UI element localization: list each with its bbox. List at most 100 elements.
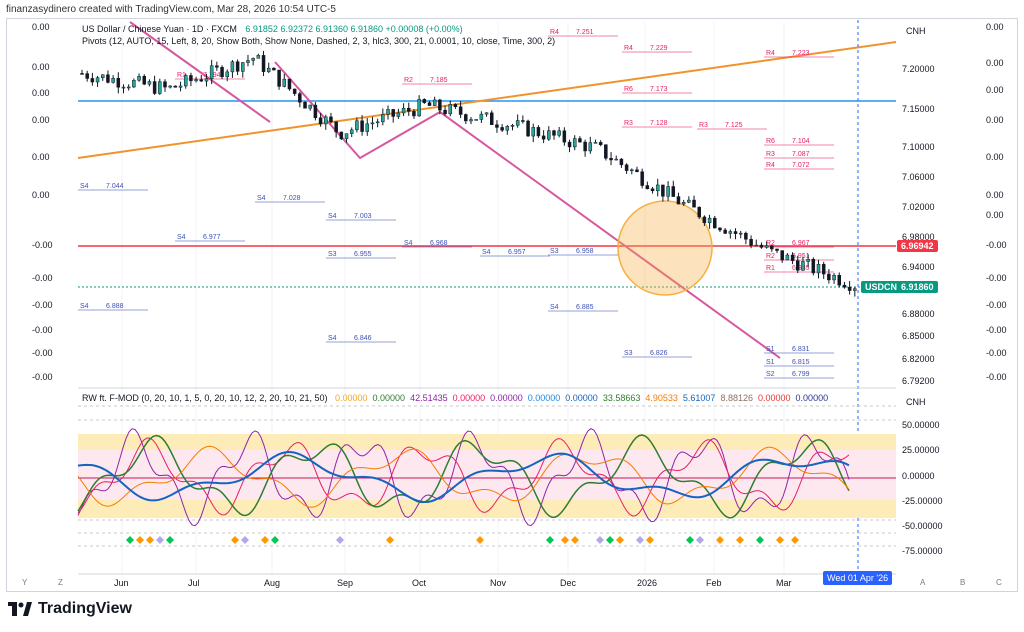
candle-body xyxy=(842,284,847,288)
symbol-title[interactable]: US Dollar / Chinese Yuan · 1D · FXCM xyxy=(82,24,237,34)
candle-body xyxy=(355,120,359,131)
indicator-marker xyxy=(336,536,344,544)
candle-body xyxy=(375,121,380,124)
indicator-marker xyxy=(716,536,724,544)
time-axis-label: Aug xyxy=(264,578,281,588)
candle-body xyxy=(785,254,790,261)
pivot-value-label: 6.846 xyxy=(354,335,372,342)
pivot-value-label: 6.831 xyxy=(792,346,810,353)
bottom-button-a[interactable]: A xyxy=(920,578,926,587)
tradingview-brand[interactable]: TradingView xyxy=(8,600,132,618)
indicator-legend[interactable]: RW ft. F-MOD (0, 20, 10, 1, 5, 0, 20, 10… xyxy=(82,393,828,403)
candle-body xyxy=(116,77,121,88)
candle-body xyxy=(562,130,567,143)
candle-body xyxy=(401,107,406,114)
candle-body xyxy=(225,71,229,78)
left-axis-label: 0.00 xyxy=(32,152,50,162)
indicator-marker xyxy=(696,536,704,544)
indicator-marker xyxy=(571,536,579,544)
candle-body xyxy=(95,77,100,83)
indicator-axis-label: 50.00000 xyxy=(902,420,940,430)
indicator-marker xyxy=(736,536,744,544)
candle-body xyxy=(183,75,188,87)
candle-body xyxy=(547,130,551,140)
pivot-code-label: R2 xyxy=(766,240,775,247)
candle-body xyxy=(578,138,582,143)
pivot-value-label: 6.935 xyxy=(792,265,810,272)
candle-body xyxy=(168,85,172,88)
candle-body xyxy=(635,169,639,172)
indicator-orange-line xyxy=(77,445,850,508)
indicator-marker xyxy=(646,536,654,544)
candle-body xyxy=(526,120,530,137)
candle-body xyxy=(521,120,525,122)
candle-body xyxy=(707,217,712,224)
candle-body xyxy=(324,116,328,125)
candle-body xyxy=(552,130,556,136)
pivot-code-label: S4 xyxy=(404,240,413,247)
candle-body xyxy=(832,275,836,281)
candle-body xyxy=(718,227,722,231)
bottom-button-c[interactable]: C xyxy=(996,578,1002,587)
indicator-axis-label: -75.00000 xyxy=(902,546,943,556)
bottom-button-b[interactable]: B xyxy=(960,578,966,587)
pink-trendline-2 xyxy=(274,61,781,359)
candle-body xyxy=(318,117,323,125)
pink-trendline-1 xyxy=(129,21,271,123)
candle-body xyxy=(588,142,593,152)
candle-body xyxy=(349,129,354,134)
indicator-value: 0.00000 xyxy=(795,393,829,403)
candle-body xyxy=(770,245,774,250)
candle-body xyxy=(235,61,240,72)
candle-body xyxy=(764,245,769,248)
candle-body xyxy=(495,124,499,128)
indicator-marker xyxy=(776,536,784,544)
candle-body xyxy=(365,123,370,132)
candle-body xyxy=(396,112,401,117)
right-axis-label: -0.00 xyxy=(986,372,1007,382)
candle-body xyxy=(360,120,364,132)
right-axis-label: 0.00 xyxy=(986,190,1004,200)
indicator-value: 33.58663 xyxy=(602,393,641,403)
left-axis-label: -0.00 xyxy=(32,300,53,310)
candle-body xyxy=(220,67,224,78)
candle-body xyxy=(412,111,416,117)
cursor-date-tag: Wed 01 Apr '26 xyxy=(823,571,893,585)
price-axis-label: 6.85000 xyxy=(902,331,935,341)
candle-body xyxy=(541,135,546,140)
candle-body xyxy=(479,113,484,120)
indicator-unit[interactable]: CNH xyxy=(906,397,926,407)
indicator-axis-label: -50.00000 xyxy=(902,521,943,531)
candle-body xyxy=(251,58,255,61)
candle-body xyxy=(292,88,297,94)
pivot-code-label: R1 xyxy=(766,265,775,272)
candle-body xyxy=(85,73,89,79)
candle-body xyxy=(567,141,572,148)
bottom-button-y[interactable]: Y xyxy=(22,578,28,587)
candle-body xyxy=(209,65,214,79)
indicator-pane xyxy=(77,405,896,547)
indicator-value: 0.00000 xyxy=(527,393,561,403)
price-unit[interactable]: CNH xyxy=(906,26,926,36)
candle-body xyxy=(344,133,349,140)
pivots-indicator-legend[interactable]: Pivots (12, AUTO, 15, Left, 8, 20, Show … xyxy=(82,36,556,46)
brand-text: TradingView xyxy=(38,600,132,617)
candle-body xyxy=(266,67,271,72)
time-axis-label: Jun xyxy=(114,578,129,588)
indicator-marker xyxy=(136,536,144,544)
bottom-button-z[interactable]: Z xyxy=(58,578,63,587)
indicator-marker xyxy=(606,536,614,544)
indicator-value: 0.00000 xyxy=(565,393,598,403)
indicator-marker xyxy=(241,536,249,544)
candle-body xyxy=(427,102,432,106)
candle-body xyxy=(744,232,748,240)
candle-body xyxy=(339,131,344,140)
indicator-name: RW ft. F-MOD (0, 20, 10, 1, 5, 0, 20, 10… xyxy=(82,393,328,403)
candle-body xyxy=(827,273,831,281)
right-axis-label: -0.00 xyxy=(986,300,1007,310)
tradingview-logo-icon xyxy=(8,602,32,616)
indicator-marker xyxy=(596,536,604,544)
candle-body xyxy=(173,85,178,88)
indicator-pink-line xyxy=(77,437,850,517)
